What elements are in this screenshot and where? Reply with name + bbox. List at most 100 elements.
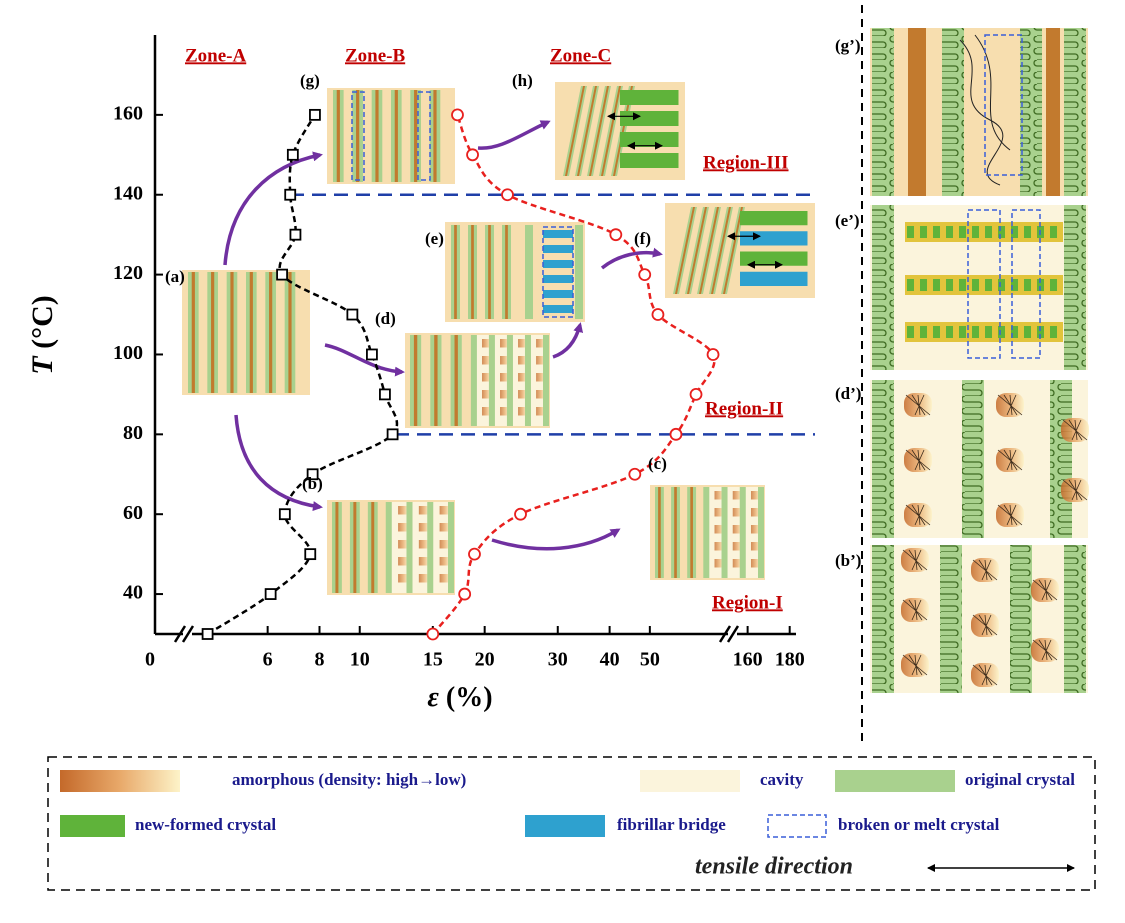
schematic-part xyxy=(439,523,450,532)
schematic-part xyxy=(1003,394,1018,416)
schematic-part xyxy=(500,339,510,348)
schematic-part xyxy=(998,279,1005,291)
schematic-part xyxy=(750,491,761,500)
schematic-part xyxy=(933,326,940,338)
schematic-part xyxy=(375,90,379,182)
schematic-part xyxy=(505,225,508,319)
schematic-part xyxy=(872,28,894,196)
schematic-part xyxy=(1010,545,1032,693)
side-panel-label: (e’) xyxy=(835,211,860,230)
schematic-part xyxy=(985,226,992,238)
data-point xyxy=(468,547,481,561)
schematic-part xyxy=(914,504,925,526)
schematic-part xyxy=(1037,326,1044,338)
schematic-part xyxy=(714,508,724,517)
schematic-part xyxy=(620,90,679,105)
x-tick-label: 30 xyxy=(548,649,568,671)
schematic-part xyxy=(658,487,661,578)
zone-label: Zone-C xyxy=(550,45,611,66)
schematic-part xyxy=(714,559,724,568)
schematic-part xyxy=(714,542,724,551)
schematic-part xyxy=(972,559,998,581)
schematic-part xyxy=(542,226,574,318)
schematic-part xyxy=(972,326,979,338)
schematic-part xyxy=(536,373,546,382)
y-tick-label: 60 xyxy=(123,502,143,524)
schematic-part xyxy=(371,502,375,593)
schematic-part xyxy=(448,502,454,593)
schematic-part xyxy=(482,356,492,365)
data-point xyxy=(451,108,464,122)
y-axis-label: T (°C) xyxy=(26,295,59,374)
side-panel-label: (d’) xyxy=(835,384,861,403)
transition-arrow xyxy=(491,528,621,551)
data-point xyxy=(466,148,479,162)
schematic-part xyxy=(1038,579,1053,601)
schematic-part xyxy=(905,322,1063,342)
schematic-part xyxy=(620,153,679,168)
schematic-part xyxy=(1071,419,1082,441)
side-panel-label: (b’) xyxy=(835,551,861,570)
schematic-part xyxy=(703,487,710,578)
schematic-part xyxy=(978,614,993,636)
schematic-part xyxy=(767,814,827,838)
schematic-part xyxy=(914,449,925,471)
schematic-part xyxy=(398,506,409,515)
x-axis-symbol: ε xyxy=(427,682,439,713)
y-axis-symbol: T xyxy=(26,355,59,375)
x-axis-unit: (%) xyxy=(446,682,493,713)
schematic-part xyxy=(518,373,528,382)
schematic-part xyxy=(920,326,927,338)
schematic-part xyxy=(911,549,922,571)
schematic-part xyxy=(470,335,477,426)
x-tick-label: 20 xyxy=(475,649,495,671)
schematic-part xyxy=(536,356,546,365)
schematic-part xyxy=(740,211,808,226)
schematic-part xyxy=(269,272,273,393)
x-tick-label: 180 xyxy=(775,649,805,671)
schematic-part xyxy=(439,557,450,566)
schematic-part xyxy=(1064,205,1086,370)
data-point xyxy=(426,627,440,641)
schematic-part xyxy=(1032,639,1058,661)
schematic-part xyxy=(500,356,510,365)
schematic-part xyxy=(905,449,931,471)
schematic-part xyxy=(525,225,533,319)
schematic-part xyxy=(1006,504,1017,526)
x-tick-label: 8 xyxy=(315,649,325,671)
schematic-part xyxy=(1074,479,1078,501)
schematic-part xyxy=(920,279,927,291)
schematic-part xyxy=(997,394,1023,416)
schematic-part xyxy=(962,380,984,538)
schematic-part xyxy=(543,245,573,253)
transition-arrow xyxy=(477,120,551,150)
schematic-part xyxy=(500,390,510,399)
schematic-part xyxy=(1062,419,1088,441)
data-point xyxy=(514,507,527,521)
schematic-part xyxy=(908,599,923,621)
legend-label: amorphous (density: high→low) xyxy=(232,770,466,789)
schematic-part xyxy=(1020,28,1042,196)
schematic-part xyxy=(674,487,677,578)
x-tick-label: 10 xyxy=(350,649,370,671)
panel-label: (e) xyxy=(425,229,444,248)
schematic-part xyxy=(1011,279,1018,291)
schematic-part xyxy=(1050,279,1057,291)
schematic-part xyxy=(434,335,438,426)
schematic-part xyxy=(518,407,528,416)
data-point xyxy=(309,108,321,121)
schematic-part xyxy=(920,226,927,238)
schematic-part xyxy=(940,545,962,693)
data-point xyxy=(278,508,291,521)
y-tick-label: 80 xyxy=(123,422,143,444)
schematic-part xyxy=(211,272,215,393)
schematic-part xyxy=(385,502,392,593)
schematic-part xyxy=(418,557,430,566)
x-tick-label: 6 xyxy=(263,649,273,671)
schematic-part xyxy=(972,614,998,636)
schematic-part xyxy=(981,559,992,581)
schematic-part xyxy=(687,207,707,294)
legend-label: cavity xyxy=(760,770,804,789)
schematic-part xyxy=(959,326,966,338)
schematic-part xyxy=(418,540,430,549)
